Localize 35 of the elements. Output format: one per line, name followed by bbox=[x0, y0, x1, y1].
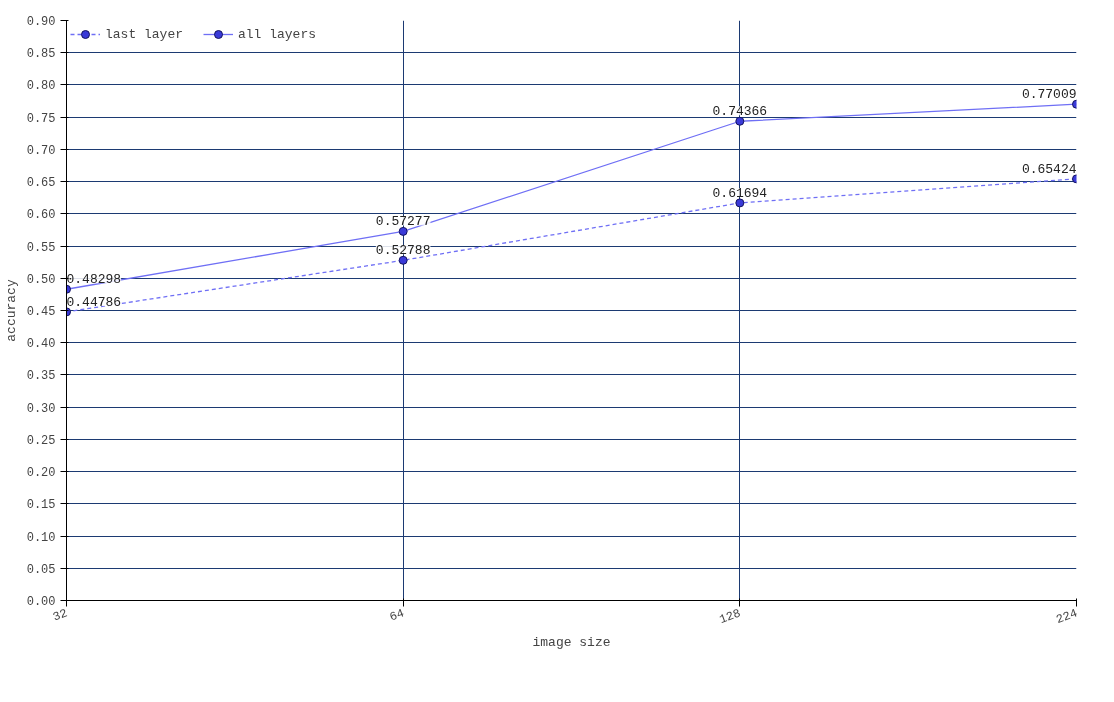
data-label: 0.74366 bbox=[712, 104, 768, 120]
x-axis-title: image size bbox=[532, 635, 611, 651]
legend-label: all layers bbox=[238, 26, 317, 42]
y-tick-label: 0.85 bbox=[26, 47, 56, 62]
y-axis-title: accuracy bbox=[3, 279, 19, 342]
x-tick-label: 224 bbox=[1054, 606, 1080, 627]
y-tick-label: 0.25 bbox=[26, 433, 56, 448]
y-tick-label: 0.60 bbox=[26, 208, 56, 223]
y-tick-label: 0.45 bbox=[26, 305, 56, 319]
y-tick-label: 0.65 bbox=[26, 176, 56, 191]
x-tick-label: 64 bbox=[387, 606, 407, 625]
y-tick-label: 0.05 bbox=[26, 562, 56, 577]
y-tick-label: 0.10 bbox=[26, 530, 56, 545]
data-label: 0.52788 bbox=[375, 243, 431, 259]
y-tick-label: 0.55 bbox=[26, 240, 56, 255]
y-tick-label: 0.90 bbox=[26, 15, 56, 29]
y-tick-label: 0.00 bbox=[26, 595, 56, 609]
y-tick-label: 0.20 bbox=[26, 466, 56, 481]
x-tick-label: 32 bbox=[51, 606, 70, 625]
data-label: 0.65424 bbox=[1021, 161, 1077, 177]
y-tick-label: 0.15 bbox=[26, 498, 56, 513]
y-tick-label: 0.80 bbox=[26, 79, 56, 94]
data-label: 0.57277 bbox=[375, 214, 431, 230]
y-tick-label: 0.30 bbox=[26, 401, 56, 416]
legend-label: last layer bbox=[105, 26, 184, 42]
data-label: 0.44786 bbox=[66, 294, 122, 310]
y-tick-label: 0.70 bbox=[26, 143, 56, 158]
data-label: 0.77009 bbox=[1021, 87, 1077, 103]
x-tick-label: 128 bbox=[717, 606, 743, 627]
data-label: 0.61694 bbox=[712, 185, 768, 201]
y-tick-label: 0.50 bbox=[26, 272, 56, 287]
data-label: 0.48298 bbox=[66, 272, 122, 288]
y-tick-label: 0.35 bbox=[26, 369, 56, 384]
y-tick-label: 0.75 bbox=[26, 111, 56, 126]
y-tick-label: 0.40 bbox=[26, 337, 56, 352]
